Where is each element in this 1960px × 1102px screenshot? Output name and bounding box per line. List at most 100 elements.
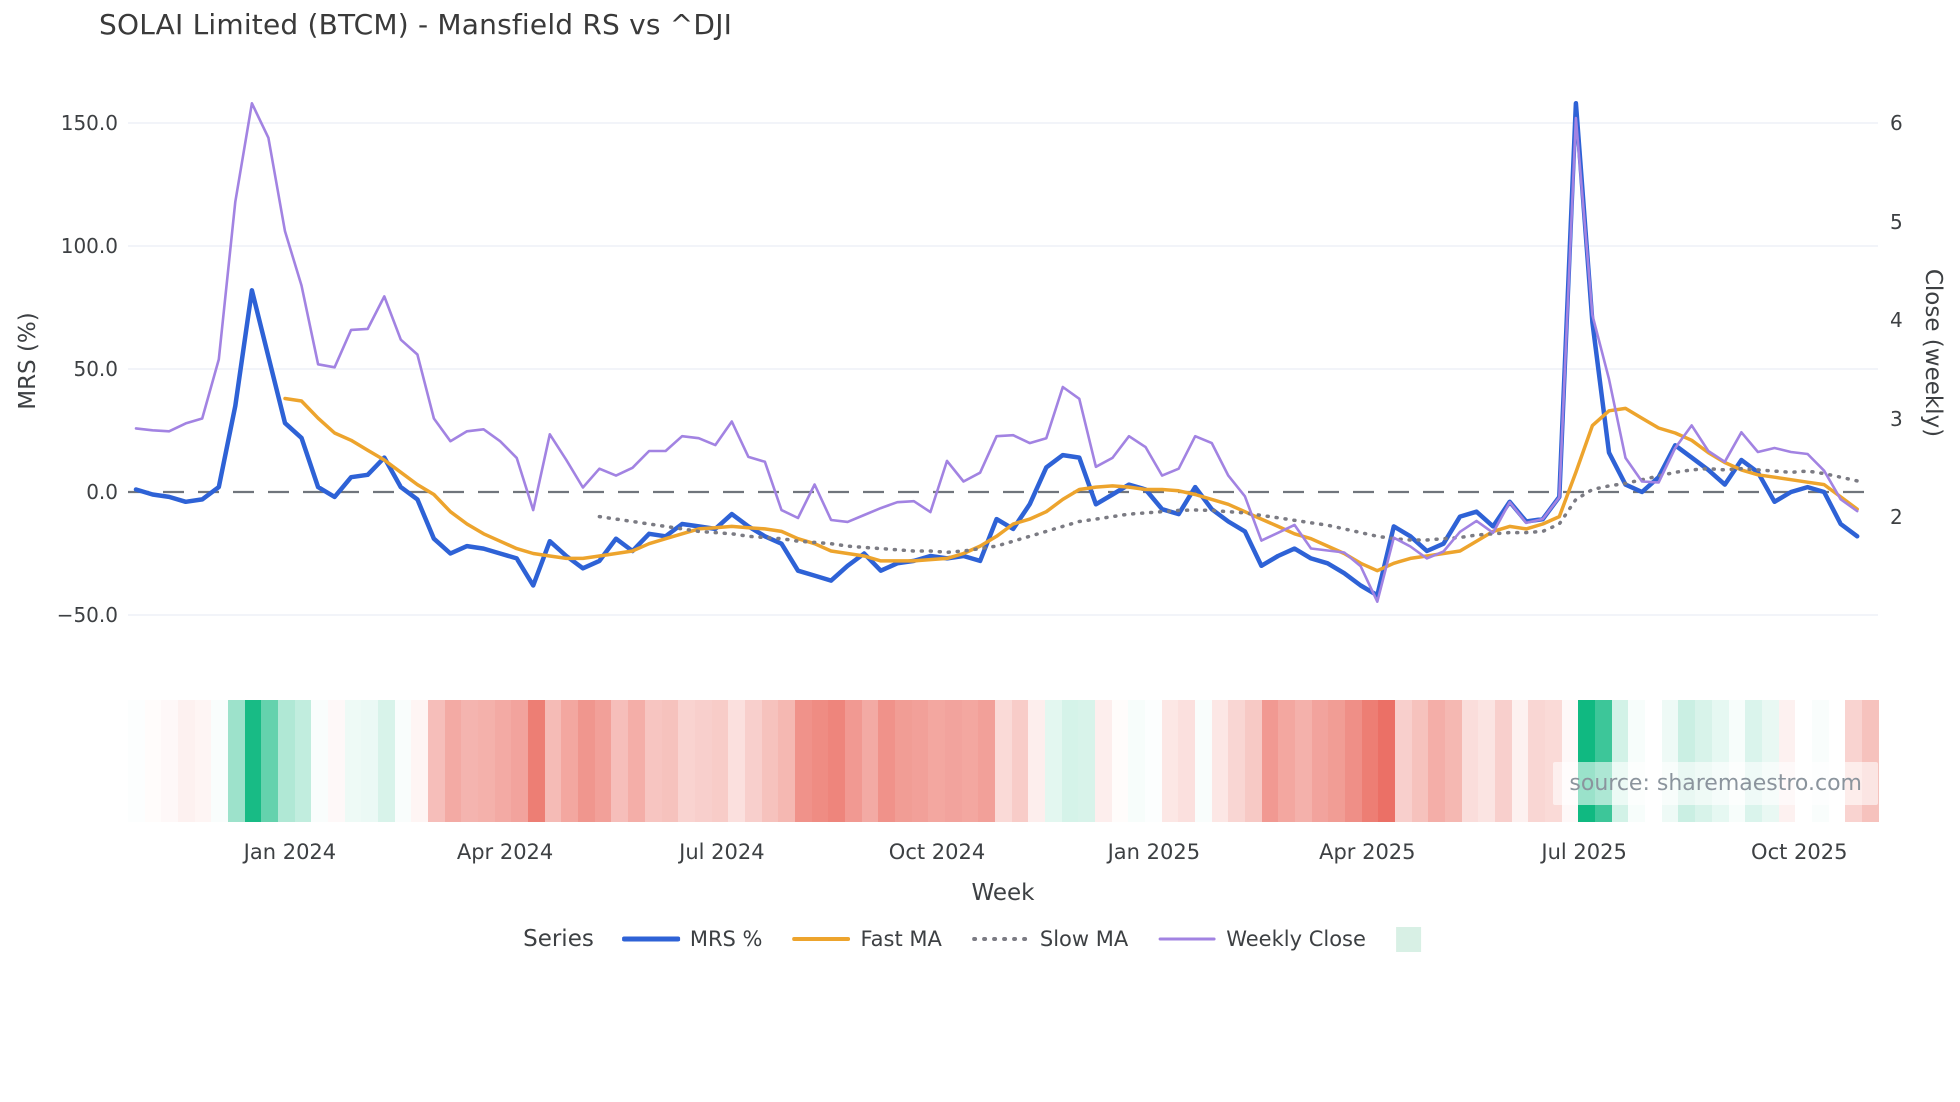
legend-item-slow-ma[interactable]: Slow MA [971,927,1129,951]
heatmap-cell [1128,700,1145,822]
x-tick: Jan 2024 [243,840,337,864]
legend-item-label: MRS % [689,927,763,951]
heatmap-cell [461,700,479,822]
heatmap-cell [778,700,795,822]
heatmap-cell [561,700,579,822]
heatmap-cell [478,700,495,822]
heatmap-cell [878,700,895,822]
heatmap-cell [1161,700,1179,822]
y-right-tick: 3 [1890,406,1903,431]
heatmap-cell [828,700,845,822]
heatmap-cell [1144,700,1162,822]
heatmap-cell [1028,700,1045,822]
heatmap-cell [761,700,779,822]
heatmap-cell [294,700,312,822]
heatmap-cell [1111,700,1129,822]
legend-title: Series [523,926,594,952]
heatmap-cell [1445,700,1462,822]
legend-line-swatch [792,937,851,941]
heatmap-cell [1078,700,1095,822]
heatmap-cell [694,700,712,822]
heatmap-cell [1428,700,1446,822]
heatmap-cell [994,700,1012,822]
heatmap-cell [444,700,462,822]
heatmap-cell [1378,700,1396,822]
heatmap-cell [1478,700,1496,822]
series-weekly-close [134,102,1859,603]
heatmap-cell [678,700,695,822]
heatmap-cell [1195,700,1212,822]
y-left-tick: 100.0 [60,234,118,258]
heatmap-cell [511,700,529,822]
y-left-tick: 150.0 [60,111,118,135]
heatmap-cell [278,700,295,822]
legend: Series MRS % Fast MA Slow MA Weekly Close [523,926,1437,952]
heatmap-cell [161,700,179,822]
heatmap-cell [311,700,329,822]
heatmap-cell [144,700,162,822]
heatmap-cell [1278,700,1296,822]
legend-item-weekly-close[interactable]: Weekly Close [1158,927,1366,951]
series-fast-ma [283,396,1859,573]
heatmap-cell [1044,700,1062,822]
source-note: source: sharemaestro.com [1553,762,1878,805]
legend-line-swatch [1158,937,1216,941]
heatmap-cell [1061,700,1079,822]
heatmap-cell [1211,700,1229,822]
heatmap-cell [528,700,545,822]
heatmap-cell [261,700,279,822]
heatmap-cell [978,700,995,822]
heatmap-cell [228,700,245,822]
heatmap-cell [1528,700,1546,822]
heatmap-cell [594,700,612,822]
heatmap-cell [211,700,229,822]
y-left-tick: 0.0 [86,480,118,504]
heatmap-cell [494,700,512,822]
heatmap-cell [1295,700,1312,822]
heatmap-cell [1228,700,1246,822]
legend-item-label: Slow MA [1039,927,1129,951]
heatmap-cell [1245,700,1262,822]
heatmap-cell [378,700,395,822]
y-right-tick: 4 [1890,308,1903,332]
series-slow-ma [597,466,1859,555]
heatmap-cell [128,700,145,822]
heatmap-cell [744,700,762,822]
heatmap-cell [861,700,879,822]
series-mrs- [133,101,1860,598]
heatmap-cell [411,700,429,822]
y-right-tick: 2 [1890,505,1903,529]
x-tick: Apr 2024 [456,840,554,864]
legend-item-heatmap[interactable] [1395,926,1421,952]
legend-item-fast-ma[interactable]: Fast MA [792,927,942,951]
x-tick: Oct 2024 [888,840,986,864]
heatmap-cell [1261,700,1279,822]
heatmap-cell [1178,700,1195,822]
heatmap-cell [844,700,862,822]
x-tick: Jan 2025 [1107,840,1201,864]
y-right-tick: 5 [1890,209,1903,234]
heatmap-cell [1311,700,1329,822]
heatmap-cell [628,700,645,822]
legend-item-mrs-[interactable]: MRS % [621,927,763,951]
heatmap-cell [1094,700,1112,822]
heatmap-cell [794,700,812,822]
x-tick: Jul 2025 [1541,840,1627,864]
y-left-tick: 50.0 [73,357,118,381]
heatmap-cell [661,700,679,822]
chart-title: SOLAI Limited (BTCM) - Mansfield RS vs ^… [99,8,733,41]
heatmap-cell [1495,700,1512,822]
heatmap-cell [1395,700,1412,822]
heatmap-cell [928,700,945,822]
heatmap-cell [1011,700,1029,822]
heatmap-cell [961,700,979,822]
heatmap-cell [911,700,929,822]
heatmap-cell [1361,700,1379,822]
heatmap-cell [1411,700,1429,822]
heatmap-strip[interactable] [128,700,1879,822]
heatmap-cell [578,700,595,822]
legend-line-swatch [621,936,680,942]
heatmap-cell [178,700,195,822]
